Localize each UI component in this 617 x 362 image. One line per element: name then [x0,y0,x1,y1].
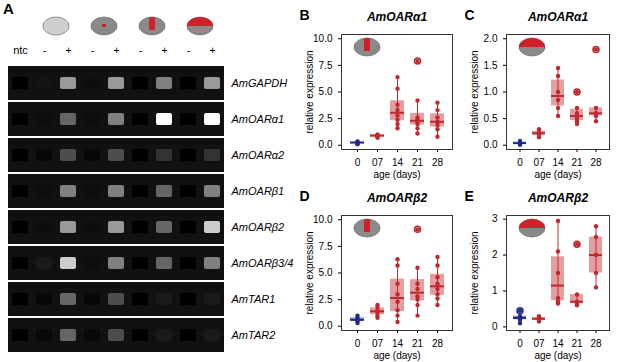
svg-text:C: C [465,7,475,23]
svg-text:relative expression: relative expression [304,50,315,133]
svg-text:0: 0 [492,321,498,332]
svg-text:AmTAR2: AmTAR2 [231,329,276,341]
svg-text:0: 0 [517,338,523,349]
svg-text:AmTAR1: AmTAR1 [231,293,276,305]
svg-text:-: - [43,44,47,56]
svg-text:age (days): age (days) [373,350,420,361]
svg-text:0.5: 0.5 [484,113,498,124]
svg-text:14: 14 [392,157,404,168]
svg-text:5.0: 5.0 [319,86,333,97]
svg-text:relative expression: relative expression [304,231,315,314]
svg-text:28: 28 [432,338,444,349]
svg-text:0.0: 0.0 [484,139,498,150]
svg-text:14: 14 [552,338,564,349]
svg-text:21: 21 [412,338,424,349]
svg-text:relative expression: relative expression [469,231,480,314]
svg-text:+: + [113,44,119,56]
svg-text:28: 28 [590,338,602,349]
svg-text:+: + [65,44,71,56]
svg-text:1.5: 1.5 [484,60,498,71]
svg-text:0: 0 [517,157,523,168]
svg-text:7.5: 7.5 [319,241,333,252]
svg-text:AmGAPDH: AmGAPDH [231,77,288,89]
svg-text:2.5: 2.5 [319,113,333,124]
svg-text:E: E [465,188,474,204]
svg-text:3: 3 [492,213,498,224]
svg-text:AmOARα2: AmOARα2 [231,149,285,161]
svg-text:21: 21 [412,157,424,168]
svg-text:2.5: 2.5 [319,294,333,305]
svg-text:relative expression: relative expression [469,50,480,133]
svg-text:AmOARβ2: AmOARβ2 [527,191,588,205]
svg-text:AmOARβ2: AmOARβ2 [231,221,285,233]
svg-text:28: 28 [590,157,602,168]
svg-text:0.0: 0.0 [319,320,333,331]
svg-text:07: 07 [372,338,384,349]
svg-text:AmOARα1: AmOARα1 [231,113,285,125]
svg-text:age (days): age (days) [534,350,581,361]
svg-text:AmOARβ2: AmOARβ2 [366,191,427,205]
svg-text:07: 07 [533,338,545,349]
svg-text:0: 0 [355,338,361,349]
svg-text:+: + [209,44,215,56]
svg-text:14: 14 [552,157,564,168]
svg-text:AmOARβ1: AmOARβ1 [231,185,285,197]
svg-text:5.0: 5.0 [319,267,333,278]
svg-text:2.0: 2.0 [484,33,498,44]
svg-text:0.0: 0.0 [319,139,333,150]
svg-text:-: - [139,44,143,56]
svg-text:10.0: 10.0 [313,33,333,44]
svg-text:AmOARβ3/4: AmOARβ3/4 [231,257,294,269]
svg-text:age (days): age (days) [373,169,420,180]
svg-text:21: 21 [571,338,583,349]
svg-text:ntc: ntc [13,44,28,56]
svg-text:21: 21 [571,157,583,168]
svg-text:07: 07 [533,157,545,168]
svg-text:1.0: 1.0 [484,86,498,97]
svg-text:AmOARα1: AmOARα1 [527,10,588,24]
svg-text:AmOARα1: AmOARα1 [366,10,427,24]
svg-text:-: - [187,44,191,56]
svg-text:28: 28 [432,157,444,168]
html-text:A: A [3,0,14,17]
svg-text:0: 0 [355,157,361,168]
svg-text:D: D [300,188,310,204]
svg-text:+: + [161,44,167,56]
svg-text:B: B [300,7,310,23]
svg-text:10.0: 10.0 [313,214,333,225]
svg-text:-: - [91,44,95,56]
svg-text:age (days): age (days) [534,169,581,180]
svg-text:07: 07 [372,157,384,168]
svg-text:1: 1 [492,285,498,296]
svg-text:2: 2 [492,249,498,260]
svg-text:7.5: 7.5 [319,60,333,71]
svg-text:14: 14 [392,338,404,349]
